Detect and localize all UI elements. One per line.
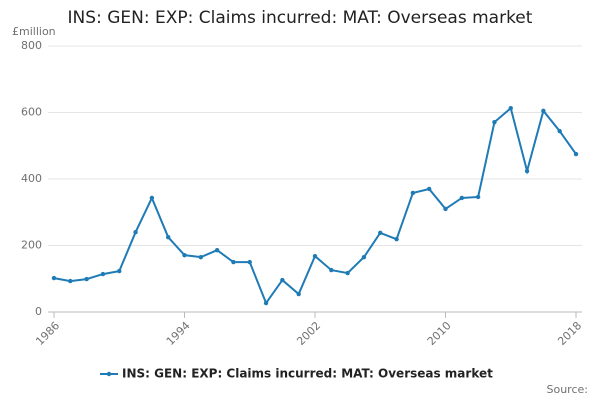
source: Source: [547, 383, 589, 396]
data-point [100, 271, 106, 277]
data-point [84, 276, 89, 282]
y-tick-label: 800 [21, 39, 42, 52]
data-point [394, 236, 399, 242]
data-point [117, 268, 122, 274]
data-point [214, 247, 220, 253]
data-point [133, 230, 138, 235]
data-point [361, 254, 367, 260]
data-point [573, 151, 579, 157]
data-point [524, 168, 530, 174]
data-point [263, 300, 269, 306]
y-tick-label: 400 [21, 172, 42, 185]
data-point [475, 194, 481, 200]
series-line [53, 106, 577, 306]
data-point [51, 275, 57, 281]
data-point [410, 190, 416, 196]
x-tick-label: 1986 [33, 319, 62, 348]
y-tick-label: 200 [21, 239, 42, 252]
x-tick-label: 2002 [294, 319, 323, 348]
data-point [541, 108, 546, 114]
data-point [198, 254, 204, 260]
data-point [312, 253, 318, 259]
x-tick-label: 2010 [425, 319, 454, 348]
data-point [378, 230, 383, 236]
data-point [68, 278, 73, 284]
x-tick-label: 2018 [555, 319, 584, 348]
data-point [165, 234, 171, 240]
y-axis-label: £million [12, 25, 56, 38]
data-point [280, 277, 285, 283]
legend-label: INS: GEN: EXP: Claims incurred: MAT: Ove… [122, 367, 493, 381]
data-point [508, 105, 513, 111]
legend-marker [106, 371, 112, 377]
data-point [492, 119, 497, 125]
data-point [459, 195, 465, 201]
data-point [426, 186, 432, 192]
data-point [247, 259, 252, 265]
y-tick-label: 600 [21, 106, 42, 119]
data-point [443, 206, 448, 212]
x-tick-label: 1994 [164, 319, 193, 348]
data-point [345, 270, 350, 276]
data-point [231, 259, 236, 265]
data-point [557, 128, 562, 134]
chart-title: INS: GEN: EXP: Claims incurred: MAT: Ove… [68, 8, 533, 28]
data-point [182, 252, 187, 258]
data-point [329, 267, 334, 273]
y-tick-label: 0 [35, 305, 42, 318]
data-point [149, 195, 155, 201]
data-point [296, 291, 301, 297]
